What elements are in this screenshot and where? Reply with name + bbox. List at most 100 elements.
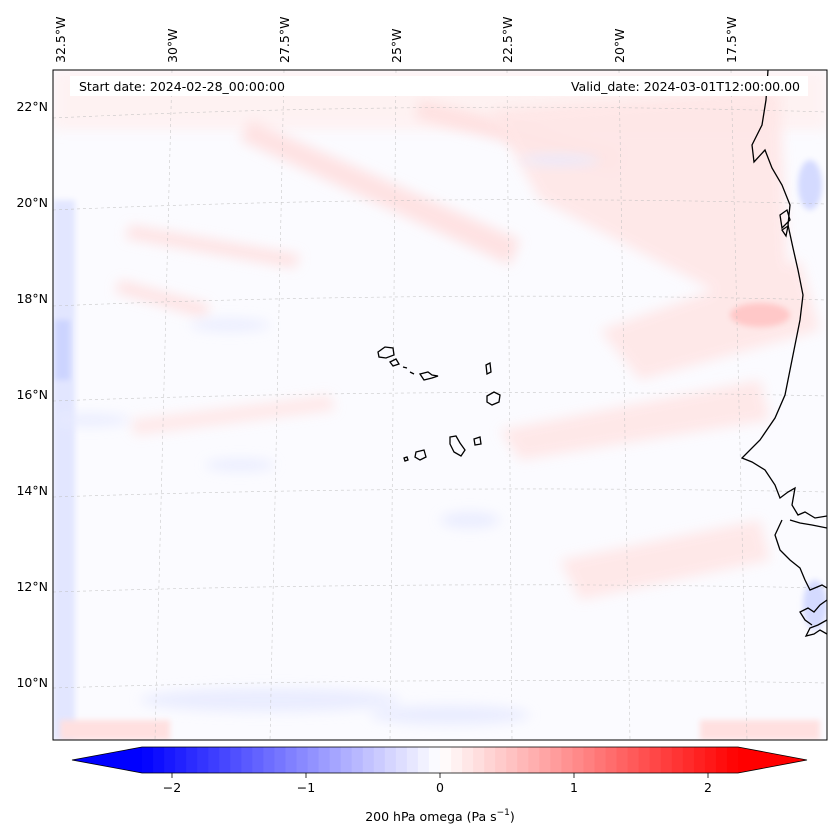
colorbar-segment xyxy=(561,747,574,773)
colorbar-segment xyxy=(473,747,485,773)
colorbar-segment xyxy=(384,747,397,773)
island-sal xyxy=(485,362,492,375)
colorbar-segment xyxy=(285,747,298,773)
colorbar-segment xyxy=(252,747,265,773)
colorbar-segment xyxy=(528,747,540,773)
map-frame xyxy=(52,69,828,741)
colorbar-tick-label: −2 xyxy=(163,780,181,795)
lat-label: 14°N xyxy=(16,483,48,498)
colorbar-segment xyxy=(241,747,253,773)
colorbar-segment xyxy=(373,747,386,773)
island-maio xyxy=(473,436,482,446)
colorbar-segment xyxy=(550,747,563,773)
africa-coast xyxy=(740,70,827,519)
colorbar-segment xyxy=(175,747,187,773)
lon-label: 30°W xyxy=(165,28,180,63)
colorbar-segment xyxy=(539,747,551,773)
colorbar-segment xyxy=(406,747,419,773)
colorbar-segment xyxy=(230,747,242,773)
island-brava xyxy=(403,456,409,462)
lon-label: 25°W xyxy=(389,28,404,63)
colorbar-segment xyxy=(197,747,209,773)
colorbar-segment xyxy=(583,747,596,773)
lat-label: 12°N xyxy=(16,579,48,594)
colorbar-segments xyxy=(142,747,739,773)
colorbar-segment xyxy=(693,747,706,773)
colorbar-outline xyxy=(71,746,808,774)
lat-label: 20°N xyxy=(16,195,48,210)
island-santo-antao xyxy=(377,346,395,359)
lon-label: 20°W xyxy=(612,28,627,63)
colorbar-ticks: −2 −1 0 1 2 xyxy=(163,773,712,795)
lat-label: 18°N xyxy=(16,291,48,306)
colorbar-segment xyxy=(307,747,320,773)
colorbar-segment xyxy=(351,747,364,773)
omega-field xyxy=(53,70,827,740)
colorbar-segment xyxy=(671,747,684,773)
colorbar-segment xyxy=(484,747,496,773)
colorbar-segment xyxy=(417,747,430,773)
colorbar-segment xyxy=(517,747,529,773)
valid-date-label: Valid_date: 2024-03-01T12:00:00.00 xyxy=(571,79,800,94)
colorbar-segment xyxy=(616,747,629,773)
colorbar-extend-max xyxy=(738,747,807,773)
lat-label: 10°N xyxy=(16,675,48,690)
colorbar-segment xyxy=(219,747,231,773)
colorbar-segment xyxy=(186,747,198,773)
colorbar-segment xyxy=(495,747,507,773)
colorbar-tick-label: −1 xyxy=(297,780,315,795)
colorbar-segment xyxy=(715,747,728,773)
colorbar-segment xyxy=(208,747,220,773)
colorbar-segment xyxy=(362,747,375,773)
colorbar-segment xyxy=(704,747,717,773)
island-sao-vicente xyxy=(389,358,400,367)
colorbar-label: 200 hPa omega (Pa s−1) xyxy=(365,808,515,824)
colorbar-segment xyxy=(296,747,309,773)
lat-label: 16°N xyxy=(16,387,48,402)
colorbar-segment xyxy=(428,747,441,773)
colorbar-segment xyxy=(274,747,287,773)
colorbar-segment xyxy=(638,747,651,773)
island-santiago xyxy=(449,435,466,457)
colorbar-segment xyxy=(649,747,662,773)
colorbar-segment xyxy=(318,747,331,773)
colorbar-segment xyxy=(660,747,673,773)
longitude-labels: 32.5°W 30°W 27.5°W 25°W 22.5°W 20°W 17.5… xyxy=(53,17,739,63)
colorbar-tick-label: 0 xyxy=(436,780,444,795)
lon-label: 22.5°W xyxy=(500,17,515,63)
colorbar-segment xyxy=(572,747,585,773)
colorbar-segment xyxy=(142,747,154,773)
island-boa-vista xyxy=(486,391,501,406)
coastlines xyxy=(377,70,827,637)
colorbar-extend-min xyxy=(72,747,142,773)
lat-label: 22°N xyxy=(16,99,48,114)
lon-label: 27.5°W xyxy=(277,17,292,63)
info-box xyxy=(70,76,808,96)
graticule xyxy=(53,70,827,740)
colorbar-segment xyxy=(605,747,618,773)
colorbar-segment xyxy=(462,747,474,773)
lon-label: 17.5°W xyxy=(724,17,739,63)
colorbar-segment xyxy=(682,747,695,773)
colorbar-segment xyxy=(451,747,463,773)
lon-label: 32.5°W xyxy=(53,17,68,63)
island-fogo xyxy=(414,449,427,461)
latitude-labels: 22°N 20°N 18°N 16°N 14°N 12°N 10°N xyxy=(16,99,48,690)
colorbar-segment xyxy=(594,747,607,773)
colorbar-segment xyxy=(395,747,408,773)
colorbar-segment xyxy=(329,747,342,773)
colorbar-segment xyxy=(726,747,739,773)
start-date-label: Start date: 2024-02-28_00:00:00 xyxy=(79,79,285,94)
colorbar-segment xyxy=(627,747,640,773)
colorbar: −2 −1 0 1 2 200 hPa omega (Pa s−1) xyxy=(71,746,808,824)
colorbar-segment xyxy=(440,747,452,773)
island-sao-nicolau xyxy=(418,371,439,381)
colorbar-segment xyxy=(164,747,176,773)
colorbar-segment xyxy=(153,747,165,773)
colorbar-segment xyxy=(340,747,353,773)
colorbar-segment xyxy=(506,747,518,773)
colorbar-tick-label: 2 xyxy=(704,780,712,795)
colorbar-tick-label: 1 xyxy=(570,780,578,795)
colorbar-segment xyxy=(263,747,276,773)
